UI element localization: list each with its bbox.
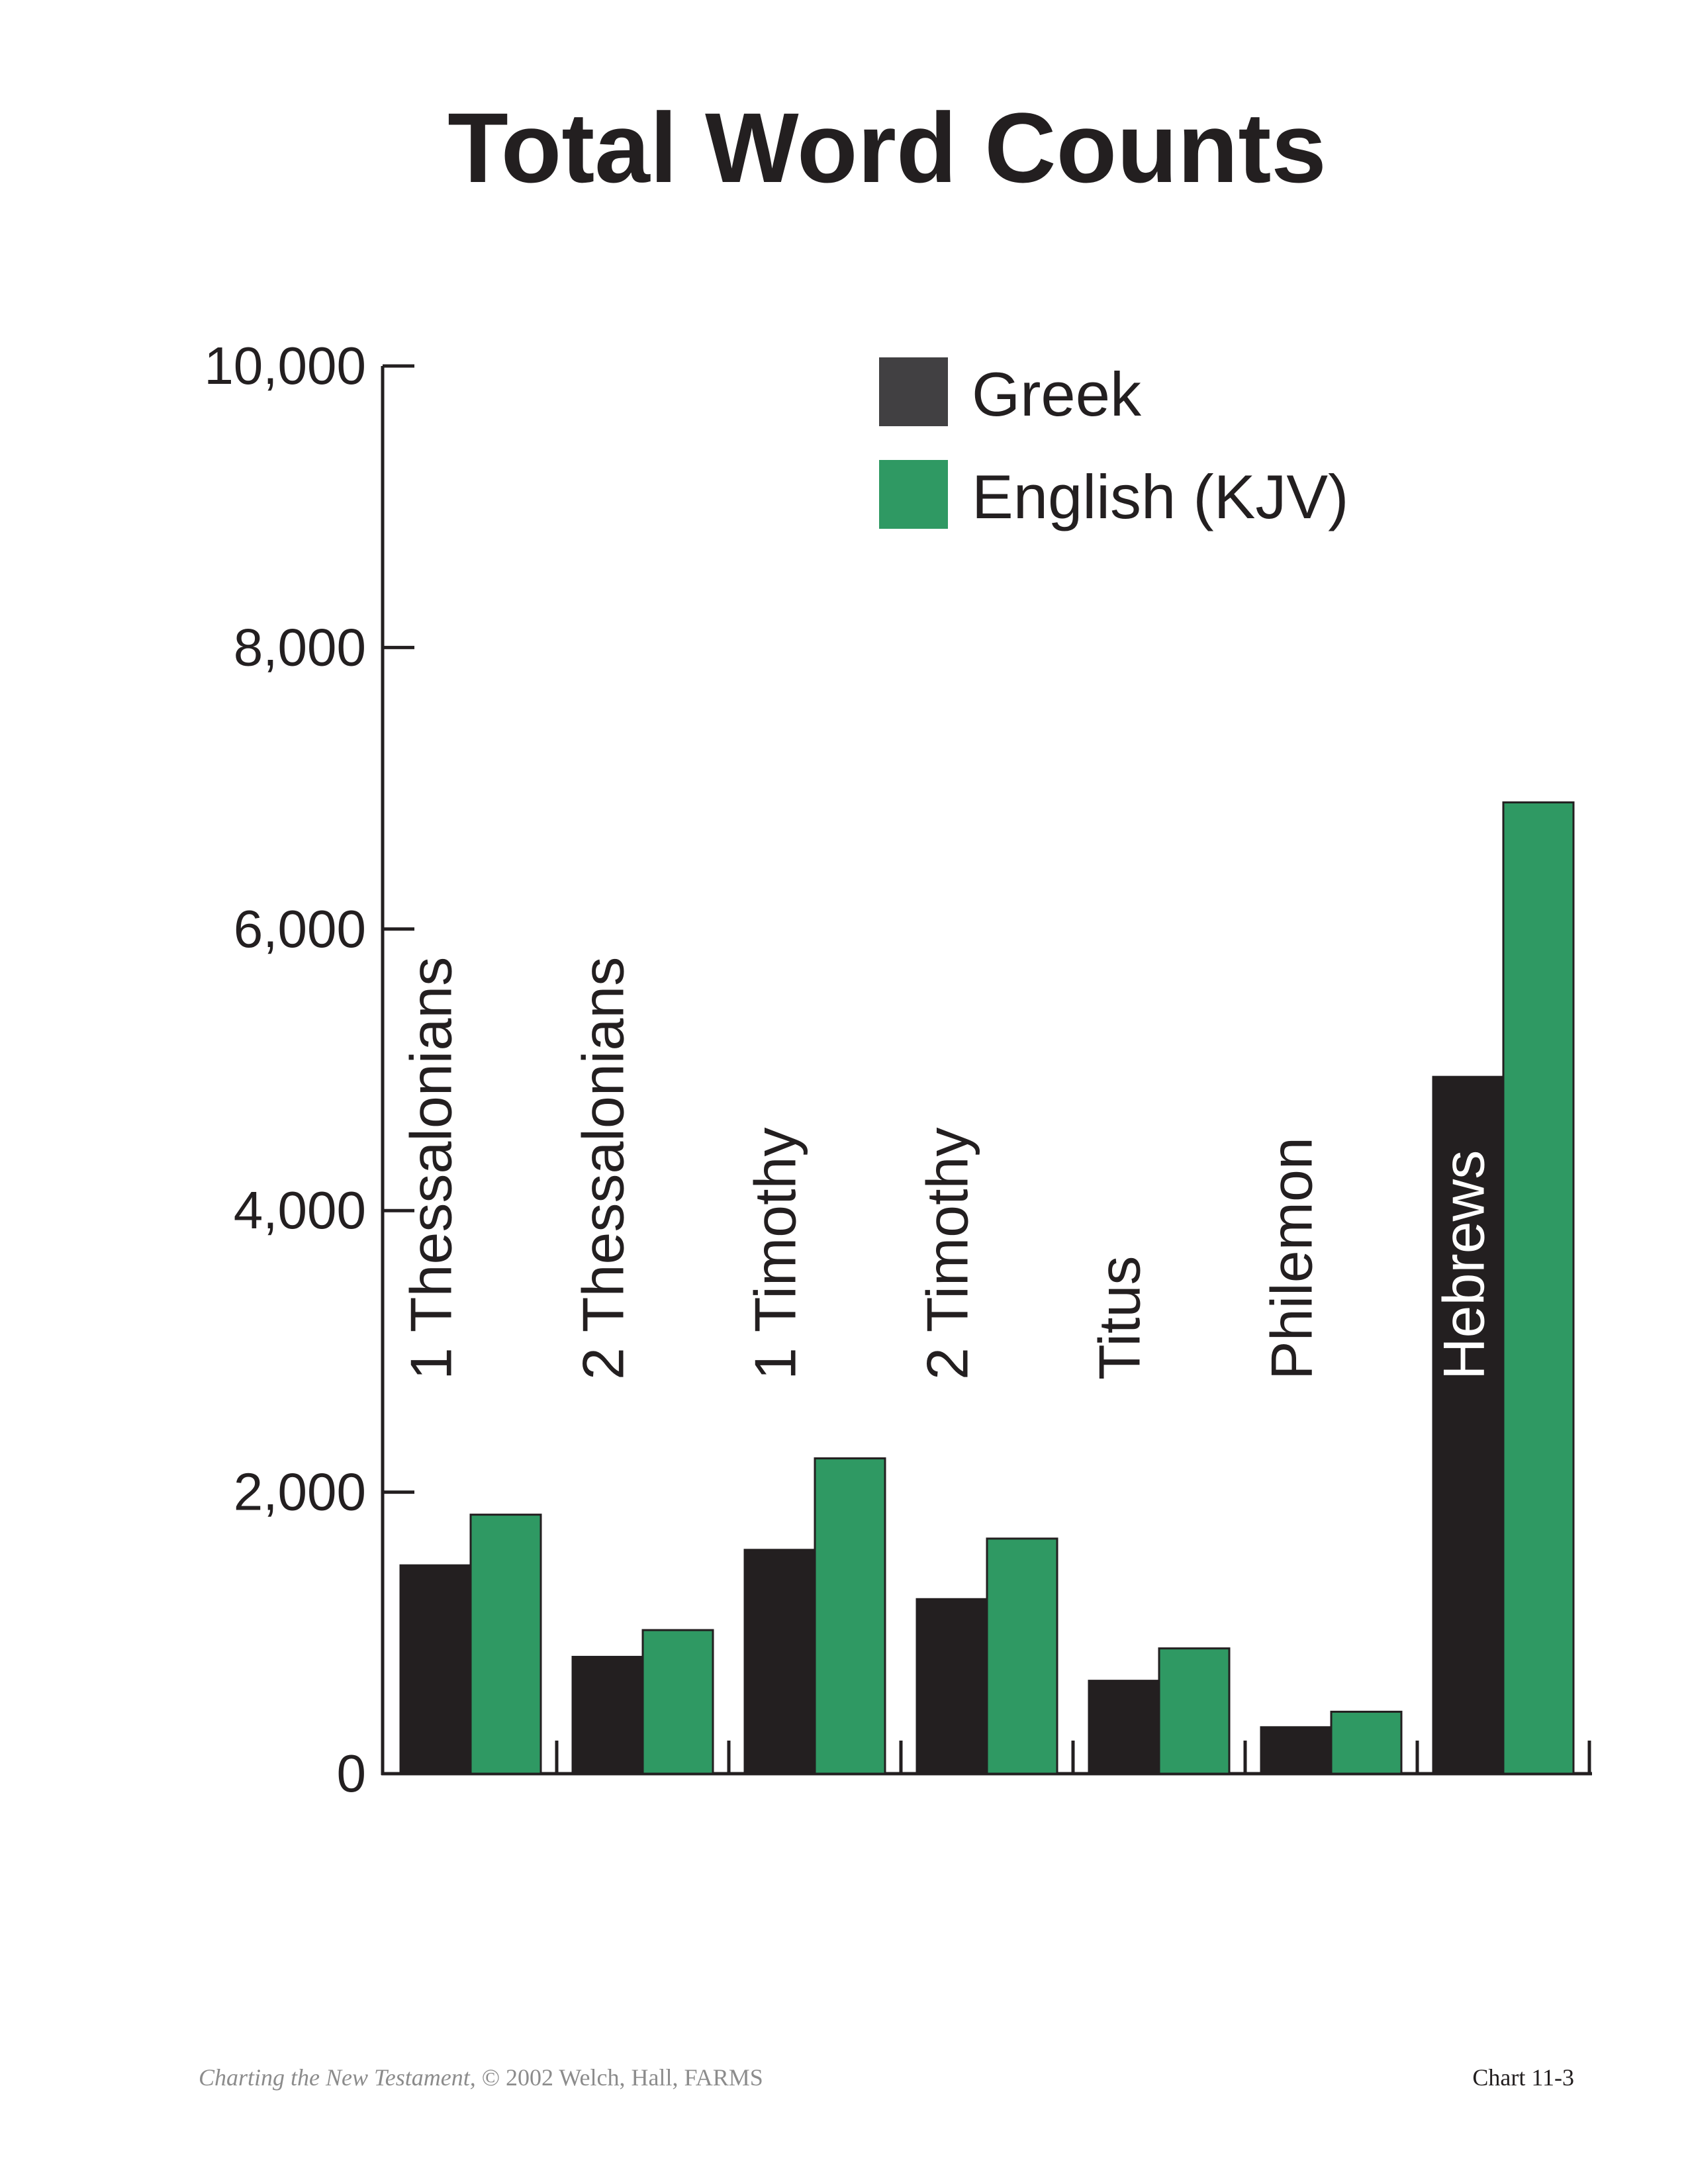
legend-swatch [879, 357, 948, 426]
bar-english [1158, 1647, 1231, 1775]
bar-greek [1088, 1680, 1160, 1775]
bar-english [986, 1537, 1058, 1775]
category-label: Titus [1086, 1256, 1152, 1380]
y-tick-label: 4,000 [234, 1181, 366, 1240]
y-tick-label: 2,000 [234, 1463, 366, 1522]
chart-axes: 0 2,000 4,000 6,000 8,000 10,000 [204, 336, 1592, 1803]
category-labels: 1 Thessalonians 2 Thessalonians 1 Timothy 2… [398, 957, 1496, 1380]
category-label: Philemon [1258, 1137, 1324, 1380]
y-tick-label: 8,000 [234, 617, 366, 676]
chart-title: Total Word Counts [447, 92, 1327, 203]
bar-greek [571, 1655, 644, 1775]
bar-greek [1432, 1075, 1505, 1775]
bar-english [469, 1514, 542, 1775]
bar-greek [915, 1598, 988, 1775]
source-credit: Charting the New Testament, © 2002 Welch… [199, 2064, 763, 2091]
y-tick-label: 6,000 [234, 899, 366, 958]
bar-english [1330, 1710, 1403, 1775]
y-tick-label: 0 [337, 1744, 367, 1803]
chart-legend: Greek English (KJV) [879, 357, 1348, 531]
chart-number: Chart 11-3 [1472, 2064, 1574, 2091]
y-tick-label: 10,000 [204, 336, 366, 395]
chart-bars [399, 801, 1575, 1775]
legend-swatch [879, 460, 948, 529]
bar-english [1502, 801, 1575, 1775]
bar-greek [399, 1564, 472, 1775]
bar-greek [1260, 1726, 1333, 1775]
category-label: 2 Timothy [914, 1128, 980, 1380]
bar-english [641, 1629, 714, 1775]
source-copyright: © 2002 Welch, Hall, FARMS [475, 2064, 763, 2091]
source-book-title: Charting the New Testament, [199, 2064, 476, 2091]
bar-english [814, 1457, 886, 1775]
category-label: Hebrews [1430, 1150, 1496, 1380]
category-label: 2 Thessalonians [570, 957, 635, 1380]
legend-label: Greek [972, 359, 1142, 429]
legend-label: English (KJV) [972, 462, 1348, 531]
bar-greek [743, 1549, 816, 1775]
category-label: 1 Thessalonians [398, 957, 463, 1380]
category-label: 1 Timothy [742, 1128, 808, 1380]
